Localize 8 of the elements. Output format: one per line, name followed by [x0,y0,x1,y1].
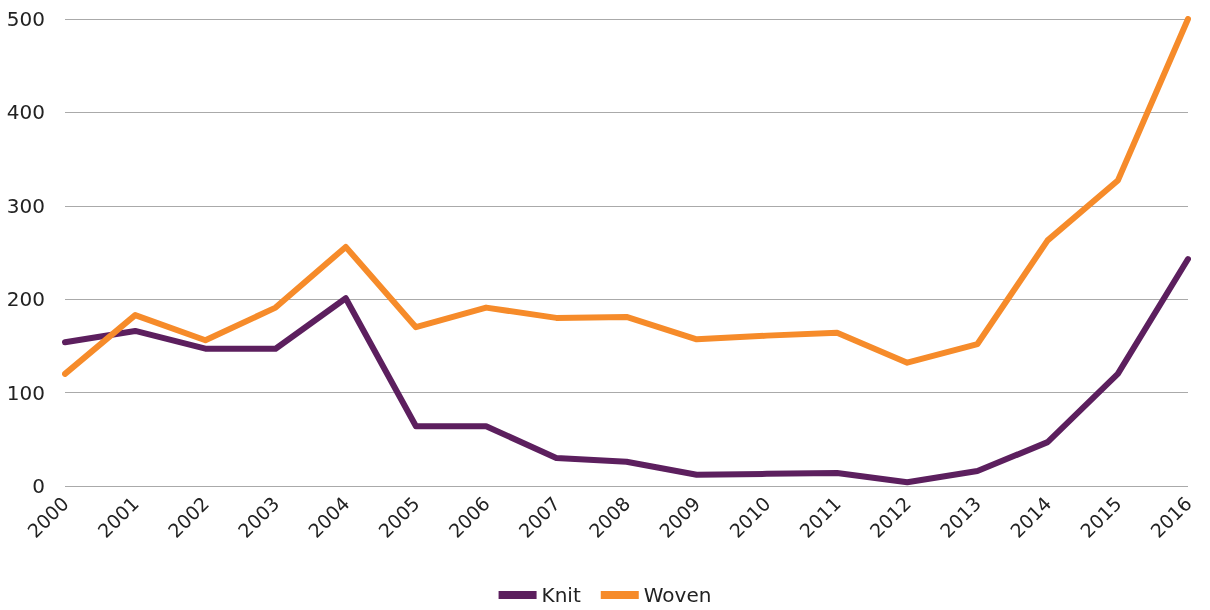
y-tick-label: 100 [6,380,45,405]
y-tick-label: 500 [6,7,45,31]
y-tick-label: 300 [6,193,45,218]
legend-label: Woven [643,583,712,607]
legend-label: Knit [541,583,581,607]
y-tick-label: 0 [32,474,45,498]
y-tick-label: 200 [6,287,45,312]
y-tick-label: 400 [6,100,45,125]
